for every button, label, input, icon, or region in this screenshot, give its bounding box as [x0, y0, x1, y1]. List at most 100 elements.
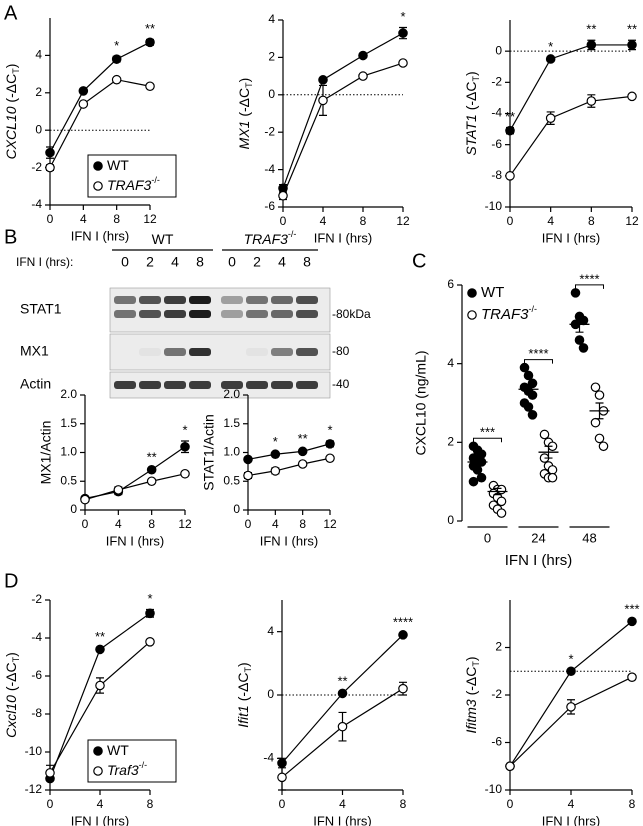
data-point [505, 125, 515, 136]
blot-band [246, 381, 268, 389]
data-point [145, 608, 155, 619]
blot-band [296, 296, 318, 304]
x-tick-label: 12 [396, 214, 410, 228]
blot-band [114, 296, 136, 304]
y-tick-label: -4 [31, 630, 42, 644]
lane-label: 4 [171, 254, 179, 270]
data-point [523, 370, 534, 381]
data-point [598, 441, 609, 452]
data-point [627, 672, 637, 682]
data-point [527, 390, 538, 400]
series-line [49, 41, 151, 153]
x-tick-label: 4 [272, 517, 279, 531]
y-axis-label-part: T [471, 661, 481, 667]
series-line [509, 676, 633, 767]
y-axis-label-part: MX1 [236, 121, 252, 150]
data-point [594, 390, 605, 400]
data-point [566, 702, 576, 712]
legend-sup: -/- [529, 304, 538, 314]
y-axis-label-part: ) [3, 652, 19, 657]
blot-band [221, 310, 243, 318]
significance: * [182, 422, 187, 437]
data-point [468, 476, 479, 487]
y-tick-label: 0.5 [223, 473, 240, 487]
y-axis-label: Ifit1 (-ΔCT) [235, 662, 254, 727]
data-point [476, 449, 487, 459]
significance: ** [627, 22, 637, 37]
y-axis-label: Cxcl10 (-ΔCT) [3, 652, 22, 738]
blot-marker-label: -80kDa [332, 307, 371, 321]
blot-band [164, 296, 186, 304]
lane-label: 4 [278, 254, 286, 270]
x-tick-label: 4 [115, 517, 122, 531]
y-tick-label: 4 [447, 356, 454, 370]
y-axis-label-part: ) [463, 71, 479, 76]
significance: *** [480, 425, 495, 440]
y-tick-label: -4 [264, 162, 275, 176]
data-point [337, 688, 348, 699]
legend-marker [467, 310, 477, 320]
y-tick-label: -12 [25, 782, 43, 796]
blot-band [271, 348, 293, 356]
blot-band [271, 296, 293, 304]
y-tick-label: 2 [447, 435, 454, 449]
legend-name: TRAF3 [481, 306, 529, 323]
legend-label: WT [107, 742, 129, 758]
data-point [180, 468, 190, 479]
y-axis-label: CXCL10 (ng/mL) [413, 350, 429, 455]
legend-name: WT [481, 284, 504, 301]
legend-marker [467, 288, 477, 298]
x-axis-label: IFN I (hrs) [542, 230, 601, 245]
y-axis-label: STAT1 (-ΔCT) [463, 71, 482, 155]
data-point [278, 190, 288, 201]
legend-sup: -/- [151, 175, 160, 185]
data-point [277, 772, 287, 783]
y-tick-label: -10 [485, 782, 503, 796]
data-point [270, 449, 281, 460]
data-point [594, 433, 605, 444]
panel-label: C [412, 250, 426, 272]
legend-name: Traf3 [107, 762, 139, 778]
legend-marker [93, 746, 103, 756]
data-point [574, 335, 585, 345]
data-point [145, 81, 155, 92]
y-axis-label-part: (-ΔC [3, 662, 19, 695]
data-point [337, 721, 348, 732]
y-axis-label: Ifitm3 (-ΔCT) [463, 656, 482, 733]
data-point [566, 666, 576, 677]
x-tick-label: 0 [484, 530, 491, 545]
y-axis-label-part: ) [3, 64, 19, 69]
y-axis-label-part: Ifitm3 [463, 699, 479, 733]
lane-label: 2 [146, 254, 154, 270]
y-axis-label-part: Ifit1 [235, 705, 251, 728]
y-axis-label-part: T [11, 656, 21, 662]
panel-label: A [4, 2, 18, 24]
x-tick-label: 12 [143, 212, 157, 226]
panel-label: D [4, 570, 18, 592]
sem-bar [493, 487, 502, 496]
y-tick-label: 4 [268, 12, 275, 26]
blot-band [139, 296, 161, 304]
legend-label: Traf3-/- [107, 760, 147, 777]
blot-row-label: MX1 [20, 343, 49, 359]
data-point [547, 472, 558, 483]
data-point [476, 472, 487, 483]
data-point [505, 171, 515, 181]
significance-bracket [575, 284, 604, 289]
significance: ** [298, 431, 308, 446]
significance: * [147, 591, 152, 606]
blot-band [189, 296, 211, 304]
y-tick-label: 1.0 [60, 445, 77, 459]
y-axis-label-part: ) [235, 662, 251, 667]
data-point [496, 508, 507, 518]
data-point [545, 113, 556, 123]
y-axis-label: MX1 (-ΔCT) [236, 78, 255, 150]
blot-band [296, 310, 318, 318]
group-name: TRAF3 [244, 231, 289, 247]
data-point [590, 382, 601, 393]
y-tick-label: 4 [267, 624, 274, 638]
sem-bar [473, 457, 482, 467]
data-point [318, 95, 328, 106]
sem-bar [544, 445, 553, 459]
